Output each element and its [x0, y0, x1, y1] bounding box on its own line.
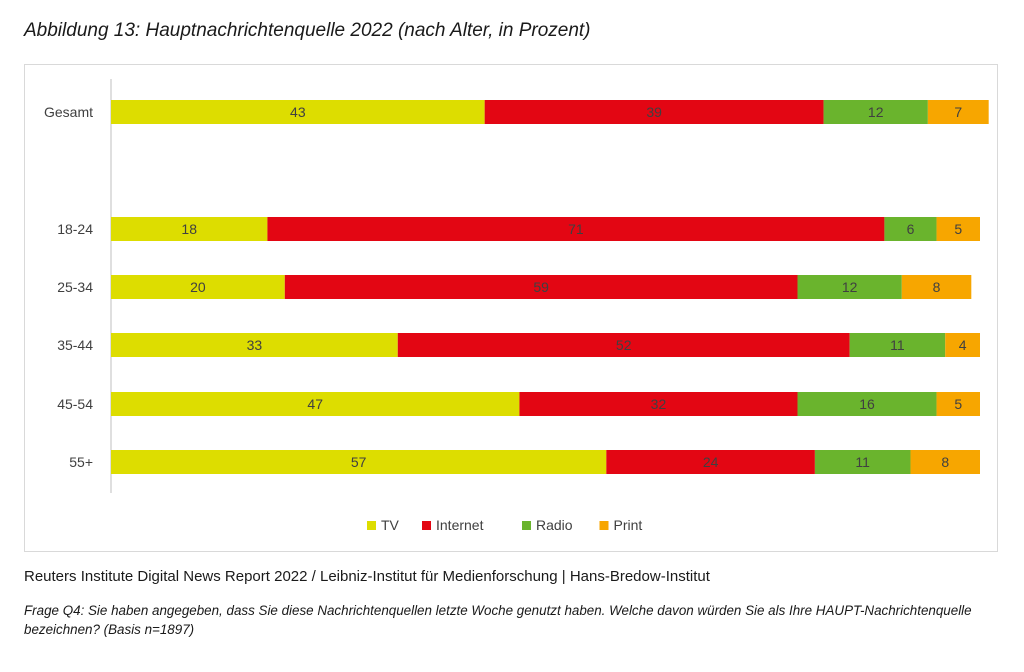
data-label: 43 — [290, 104, 306, 120]
data-label: 57 — [351, 454, 367, 470]
bar-print — [945, 333, 980, 357]
bar-print — [927, 100, 989, 124]
bar-radio — [814, 450, 911, 474]
legend-label: Internet — [436, 517, 484, 533]
bar-radio — [797, 392, 937, 416]
data-label: 5 — [954, 396, 962, 412]
data-label: 59 — [533, 279, 549, 295]
source-note: Reuters Institute Digital News Report 20… — [24, 568, 710, 585]
bar-tv — [111, 100, 485, 124]
category-label: 18-24 — [57, 221, 93, 237]
bar-internet — [606, 450, 815, 474]
legend-swatch-print — [599, 521, 609, 530]
bar-tv — [111, 392, 520, 416]
category-label: 35-44 — [57, 337, 93, 353]
data-label: 8 — [941, 454, 949, 470]
question-note: Frage Q4: Sie haben angegeben, dass Sie … — [24, 603, 972, 637]
stacked-bar-chart: Gesamt 43 39 12 7 18-24 18 71 6 5 25-34 20 59 12 8 35-4… — [44, 79, 989, 533]
bar-print — [936, 217, 980, 241]
bar-internet — [267, 217, 885, 241]
bar-internet — [484, 100, 824, 124]
bar-tv — [111, 450, 607, 474]
bar-tv — [111, 217, 268, 241]
data-label: 8 — [933, 279, 941, 295]
data-label: 20 — [190, 279, 206, 295]
data-label: 7 — [954, 104, 962, 120]
bar-radio — [884, 217, 937, 241]
data-label: 11 — [890, 337, 905, 353]
data-label: 33 — [247, 337, 263, 353]
data-label: 24 — [703, 454, 719, 470]
chart-title: Abbildung 13: Hauptnachrichtenquelle 202… — [24, 20, 591, 41]
category-label: Gesamt — [44, 104, 93, 120]
data-label: 16 — [859, 396, 875, 412]
data-label: 4 — [959, 337, 967, 353]
legend-label: Radio — [536, 517, 573, 533]
bar-print — [910, 450, 980, 474]
data-label: 52 — [616, 337, 632, 353]
data-label: 12 — [842, 279, 858, 295]
data-label: 5 — [954, 221, 962, 237]
bar-tv — [111, 333, 398, 357]
legend-swatch-radio — [522, 521, 531, 530]
bar-internet — [397, 333, 850, 357]
bar-tv — [111, 275, 285, 299]
data-label: 6 — [907, 221, 915, 237]
bar-internet — [519, 392, 798, 416]
bar-print — [901, 275, 972, 299]
bar-internet — [284, 275, 798, 299]
bar-print — [936, 392, 980, 416]
category-label: 45-54 — [57, 396, 93, 412]
data-label: 47 — [307, 396, 323, 412]
data-label: 39 — [646, 104, 662, 120]
data-label: 18 — [181, 221, 197, 237]
data-label: 32 — [651, 396, 667, 412]
data-label: 11 — [855, 454, 870, 470]
legend-swatch-internet — [422, 521, 431, 530]
bar-radio — [797, 275, 902, 299]
legend-label: Print — [614, 517, 643, 533]
chart-frame: Gesamt 43 39 12 7 18-24 18 71 6 5 25-34 20 59 12 8 35-4… — [24, 64, 998, 552]
bar-radio — [849, 333, 946, 357]
category-label: 25-34 — [57, 279, 93, 295]
legend-swatch-tv — [367, 521, 376, 530]
legend-label: TV — [381, 517, 400, 533]
bar-radio — [823, 100, 928, 124]
data-label: 12 — [868, 104, 884, 120]
category-label: 55+ — [69, 454, 93, 470]
data-label: 71 — [568, 221, 584, 237]
